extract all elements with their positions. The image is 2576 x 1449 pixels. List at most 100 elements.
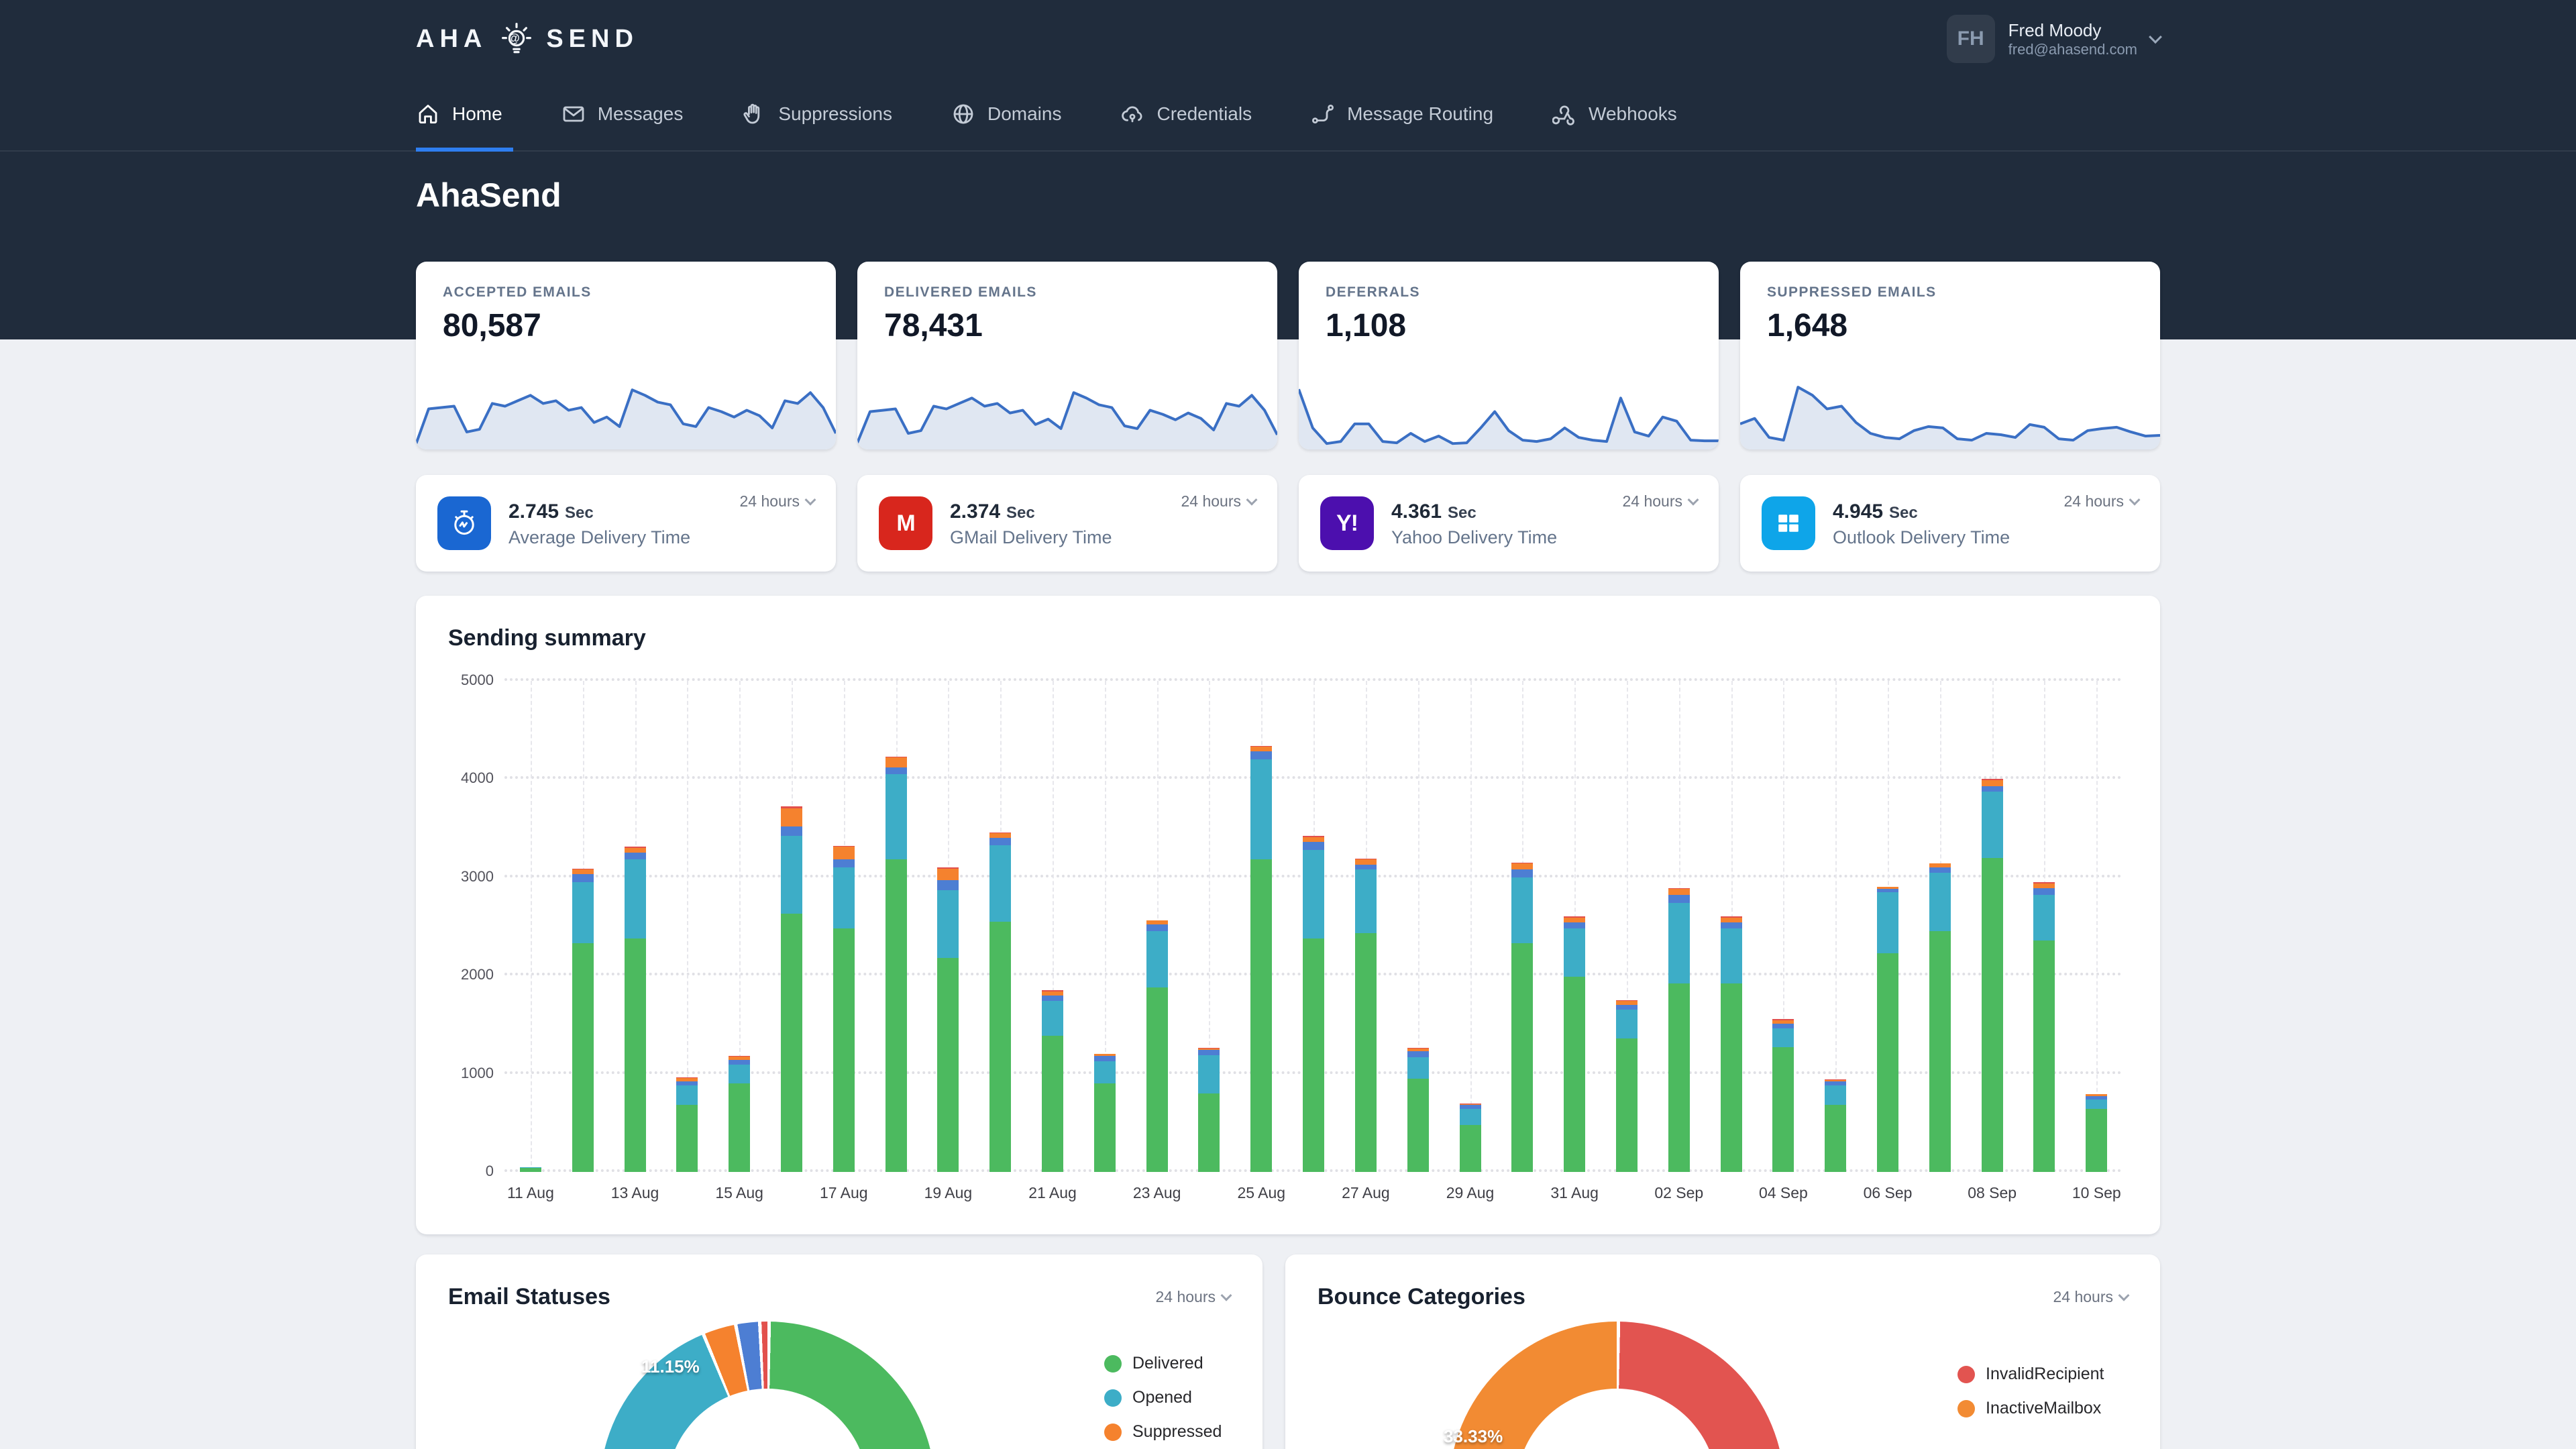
bar-stack: [1772, 681, 1794, 1172]
vertical-gridline: [1104, 681, 1106, 1172]
range-dropdown[interactable]: 24 hours: [1155, 1288, 1232, 1306]
bar-slot: [1183, 681, 1236, 1172]
range-dropdown[interactable]: 24 hours: [1181, 492, 1258, 511]
bar-stack: [1564, 681, 1586, 1172]
bar-stack: [676, 681, 698, 1172]
bar-slot: [974, 681, 1026, 1172]
nav-item-suppressions[interactable]: Suppressions: [712, 78, 922, 150]
x-tick-label: [1914, 1184, 1966, 1202]
home-icon: [419, 105, 437, 123]
bar-segment: [1250, 751, 1273, 760]
bar-segment: [519, 1168, 541, 1172]
nav-item-credentials[interactable]: Credentials: [1091, 78, 1281, 150]
legend-item: Suppressed: [1104, 1422, 1222, 1442]
x-tick-label: [1496, 1184, 1548, 1202]
x-tick-label: [2019, 1184, 2071, 1202]
sending-summary-card: Sending summary 0 1000 2000 3000 4000 5000 11…: [416, 596, 2160, 1234]
x-tick-label: [1183, 1184, 1236, 1202]
bar-segment: [1042, 990, 1064, 991]
bar-slot: [504, 681, 557, 1172]
delivery-value: 2.745: [508, 500, 559, 523]
legend-label: Opened: [1132, 1388, 1192, 1407]
bar-segment: [519, 1167, 541, 1169]
range-dropdown[interactable]: 24 hours: [2053, 1288, 2130, 1306]
legend-item: Delivered: [1104, 1354, 1222, 1373]
bar-segment: [1877, 953, 1899, 1172]
bar-segment: [572, 874, 594, 883]
bar-segment: [1407, 1057, 1429, 1079]
y-tick-label: 1000: [461, 1064, 494, 1081]
stat-label: ACCEPTED EMAILS: [443, 284, 592, 300]
bar-segment: [1093, 1053, 1116, 1055]
chevron-down-icon: [2149, 30, 2162, 44]
bar-segment: [1198, 1047, 1220, 1049]
bar-segment: [1615, 1001, 1638, 1006]
bottom-row: Email Statuses 24 hours 11.15% Delivered…: [416, 1254, 2160, 1449]
bar-segment: [1198, 1055, 1220, 1093]
email-statuses-donut: [600, 1322, 935, 1449]
stat-label: DELIVERED EMAILS: [884, 284, 1037, 300]
bar-segment: [1354, 933, 1377, 1172]
bar-segment: [1615, 1000, 1638, 1002]
x-tick-label: 13 Aug: [610, 1184, 659, 1201]
x-tick-label: [1392, 1184, 1444, 1202]
x-tick-label: [870, 1184, 922, 1202]
sending-summary-chart: 0 1000 2000 3000 4000 5000 11 Aug 13 Aug 15 Aug…: [448, 672, 2128, 1201]
bar-stack: [519, 681, 541, 1172]
donut-hole: [1516, 1389, 1717, 1449]
x-tick-label: [1809, 1184, 1862, 1202]
stat-card-delivered: DELIVERED EMAILS 78,431: [857, 262, 1277, 449]
bar-slot: [1966, 681, 2019, 1172]
brand-logo[interactable]: AHA @ SEND: [416, 21, 639, 56]
bar-segment: [1511, 863, 1534, 870]
vertical-gridline: [687, 681, 689, 1172]
delivery-value: 4.361: [1391, 500, 1442, 523]
main-content: ACCEPTED EMAILS 80,587 DELIVERED EMAILS …: [416, 262, 2160, 1449]
bar-segment: [676, 1085, 698, 1106]
x-tick-label: [1079, 1184, 1131, 1202]
bar-stack: [1250, 681, 1273, 1172]
bar-segment: [1564, 976, 1586, 1172]
bar-stack: [1303, 681, 1325, 1172]
nav-item-home[interactable]: Home: [416, 78, 532, 152]
bar-segment: [2033, 888, 2055, 896]
range-dropdown[interactable]: 24 hours: [1622, 492, 1699, 511]
user-menu[interactable]: FH Fred Moody fred@ahasend.com: [1946, 15, 2162, 63]
bar-segment: [676, 1077, 698, 1082]
bar-plot-area: [504, 681, 2123, 1172]
bar-segment: [1615, 1005, 1638, 1010]
range-dropdown[interactable]: 24 hours: [2063, 492, 2141, 511]
nav-item-domains[interactable]: Domains: [922, 78, 1091, 150]
bar-segment: [1303, 849, 1325, 938]
bar-segment: [1407, 1048, 1429, 1051]
legend-label: Suppressed: [1132, 1422, 1222, 1441]
nav-item-webhooks[interactable]: Webhooks: [1523, 78, 1707, 150]
nav-label: Domains: [987, 103, 1062, 124]
bar-segment: [676, 1105, 698, 1172]
bar-segment: [2086, 1109, 2108, 1172]
bar-segment: [1250, 747, 1273, 752]
bar-slot: [661, 681, 713, 1172]
vertical-gridline: [2096, 681, 2098, 1172]
bar-segment: [1720, 928, 1742, 983]
x-tick-label: 06 Sep: [1863, 1184, 1913, 1201]
bar-segment: [989, 833, 1012, 839]
yahoo-delivery-card: Y! 4.361 Sec Yahoo Delivery Time 24 hour…: [1299, 475, 1719, 572]
bar-slot: [1340, 681, 1392, 1172]
sending-summary-title: Sending summary: [448, 625, 646, 651]
x-tick-label: 27 Aug: [1342, 1184, 1390, 1201]
bar-segment: [937, 868, 959, 881]
range-dropdown[interactable]: 24 hours: [739, 492, 816, 511]
bar-segment: [780, 826, 802, 837]
nav-item-message-routing[interactable]: Message Routing: [1281, 78, 1523, 150]
bar-segment: [729, 1057, 751, 1061]
legend-dot-icon: [1104, 1354, 1122, 1373]
bar-segment: [1668, 983, 1690, 1172]
bar-slot: [1392, 681, 1444, 1172]
bar-segment: [624, 847, 646, 853]
bar-segment: [729, 1065, 751, 1084]
bar-stack: [1877, 681, 1899, 1172]
y-tick-label: 5000: [461, 672, 494, 688]
nav-item-messages[interactable]: Messages: [532, 78, 713, 150]
bar-segment: [1720, 916, 1742, 918]
